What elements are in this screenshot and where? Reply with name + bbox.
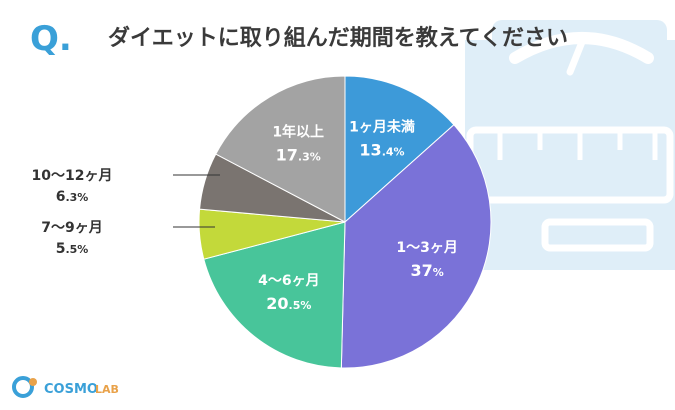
pie-labels: 1ヶ月未満 13.4% 1〜3ヶ月 37% 4〜6ヶ月 20.5% 7〜9ヶ月 5.5% 10〜…: [32, 118, 458, 313]
logo-mark-icon: [12, 376, 34, 398]
slice-label: 1年以上: [272, 124, 324, 141]
q-mark: Q.: [30, 19, 72, 59]
slice-label: 10〜12ヶ月: [32, 168, 113, 184]
question-text: ダイエットに取り組んだ期間を教えてください: [108, 25, 568, 51]
slice-label: 1〜3ヶ月: [396, 240, 457, 256]
pie-slice: [340, 124, 492, 369]
logo-text-main: COSMO: [44, 382, 98, 397]
scale-illustration: [465, 20, 675, 270]
slice-value: 17.3%: [276, 146, 321, 165]
slice-label: 4〜6ヶ月: [258, 273, 319, 289]
slice-value: 20.5%: [266, 294, 311, 313]
cosmo-lab-logo: COSMO LAB: [12, 376, 119, 398]
page-title: Q. ダイエットに取り組んだ期間を教えてください: [30, 19, 568, 59]
slice-value: 6.3%: [56, 189, 89, 205]
pie-slice: [344, 75, 455, 224]
slice-value: 13.4%: [359, 140, 404, 159]
pie-slice: [215, 75, 346, 223]
logo-text-sub: LAB: [95, 383, 119, 396]
pie-chart: [198, 75, 492, 369]
slice-label: 1ヶ月未満: [349, 118, 415, 135]
logo-dot-icon: [29, 378, 37, 386]
slice-label: 7〜9ヶ月: [41, 220, 102, 236]
slice-value: 5.5%: [56, 241, 89, 257]
pie-slice: [203, 221, 346, 369]
slice-value: 37%: [410, 261, 443, 280]
